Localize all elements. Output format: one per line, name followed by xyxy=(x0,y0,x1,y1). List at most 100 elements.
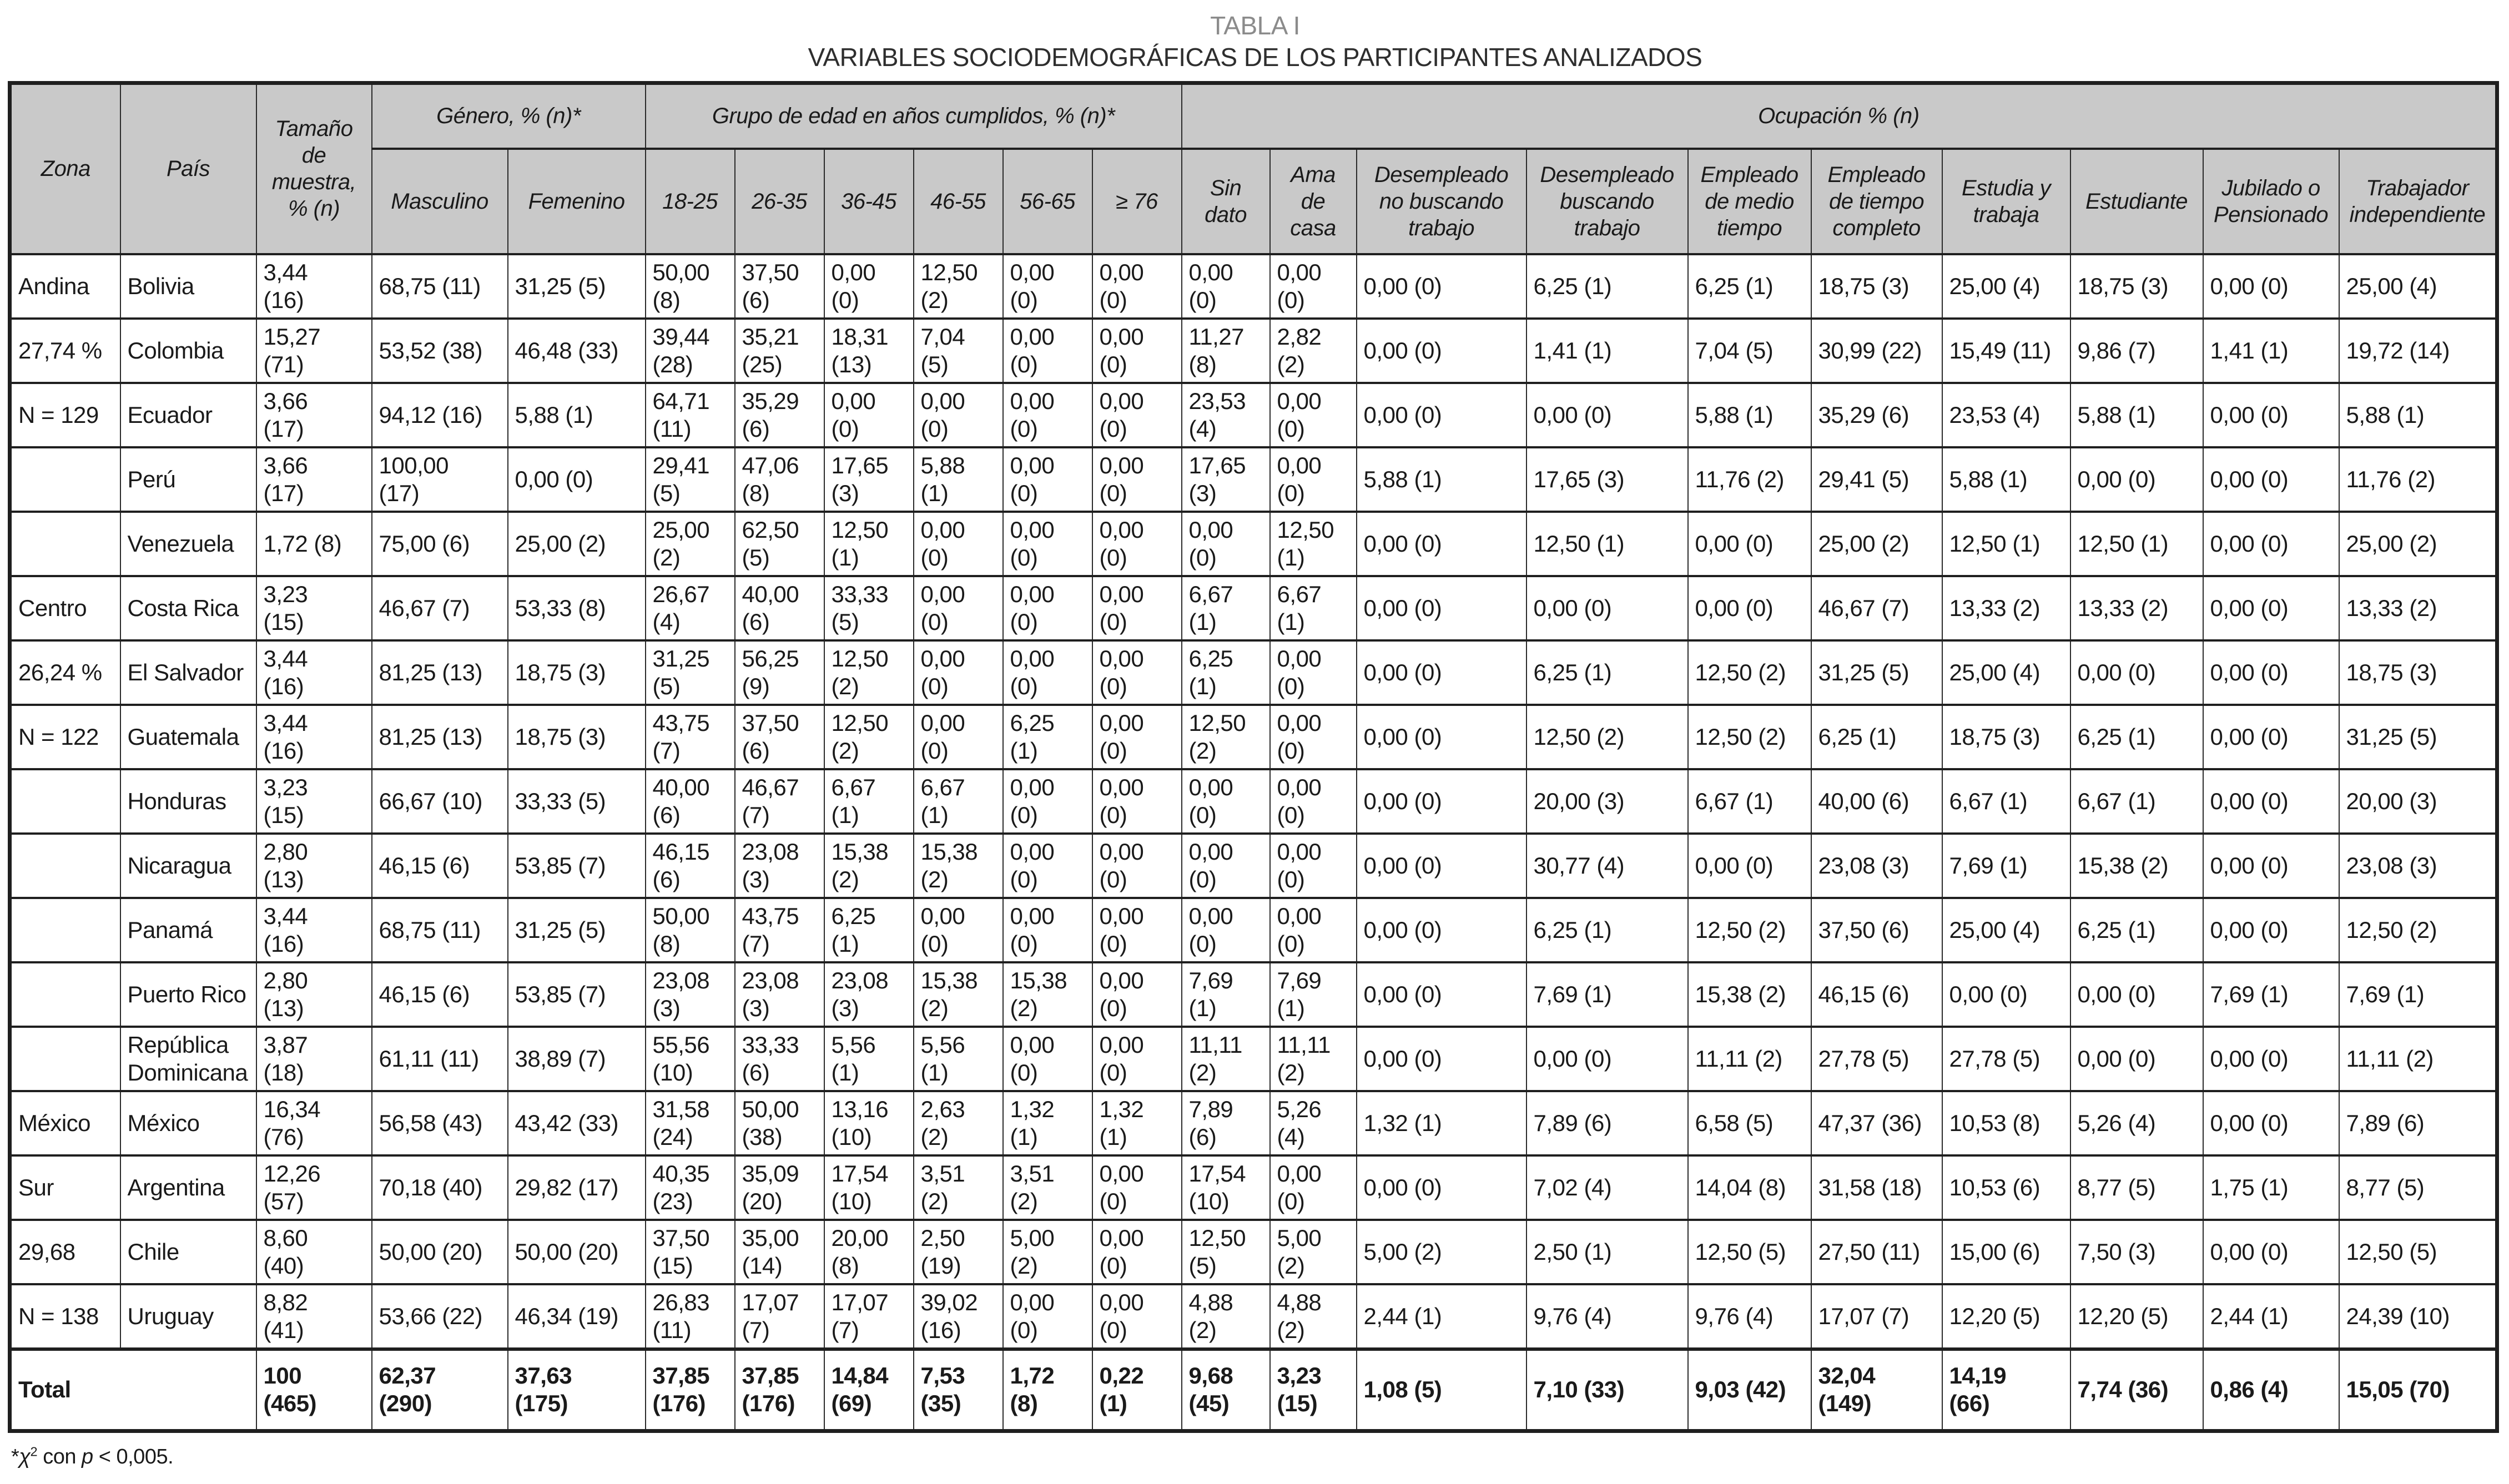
value-cell: 6,25 (1) xyxy=(823,896,914,963)
value-cell: 0,00 (0) xyxy=(1941,961,2071,1028)
value-cell: 29,82 (17) xyxy=(507,1154,646,1221)
total-value-cell: 0,86 (4) xyxy=(2202,1347,2340,1432)
value-cell: 0,00 (0) xyxy=(1002,381,1093,448)
value-cell: 12,50 (2) xyxy=(913,253,1004,320)
country-cell: Argentina xyxy=(119,1154,257,1221)
value-cell: 40,00 (6) xyxy=(644,768,735,835)
value-cell: 14,04 (8) xyxy=(1687,1154,1812,1221)
value-cell: 53,85 (7) xyxy=(507,832,646,899)
value-cell: 37,50 (15) xyxy=(644,1218,735,1285)
value-cell: 6,67 (1) xyxy=(1181,574,1271,642)
zone-cell xyxy=(9,768,121,835)
header-sin-dato: Sin dato xyxy=(1181,147,1271,255)
value-cell: 6,67 (1) xyxy=(1687,768,1812,835)
total-value-cell: 15,05 (70) xyxy=(2338,1347,2498,1432)
value-cell: 13,16 (10) xyxy=(823,1089,914,1157)
total-value-cell: 1,72 (8) xyxy=(1002,1347,1093,1432)
value-cell: 24,39 (10) xyxy=(2338,1283,2498,1350)
footnote-chi: χ xyxy=(19,1445,31,1468)
value-cell: 30,99 (22) xyxy=(1810,317,1943,384)
value-cell: 9,76 (4) xyxy=(1525,1283,1689,1350)
value-cell: 25,00 (2) xyxy=(644,510,735,577)
value-cell: 100,00 (17) xyxy=(371,446,508,513)
value-cell: 0,00 (0) xyxy=(1002,253,1093,320)
value-cell: 0,00 (0) xyxy=(913,510,1004,577)
value-cell: 0,00 (0) xyxy=(1002,639,1093,706)
value-cell: 0,00 (0) xyxy=(1091,1218,1182,1285)
value-cell: 35,29 (6) xyxy=(1810,381,1943,448)
value-cell: 75,00 (6) xyxy=(371,510,508,577)
value-cell: 0,00 (0) xyxy=(1356,1154,1527,1221)
value-cell: 5,88 (1) xyxy=(2338,381,2498,448)
value-cell: 0,00 (0) xyxy=(1002,832,1093,899)
table-row: Andina Bolivia 3,44 (16) 68,75 (11) 31,25 (5… xyxy=(9,253,2498,320)
value-cell: 31,58 (24) xyxy=(644,1089,735,1157)
value-cell: 47,06 (8) xyxy=(734,446,825,513)
value-cell: 0,00 (0) xyxy=(1356,896,1527,963)
value-cell: 31,25 (5) xyxy=(1810,639,1943,706)
country-cell: México xyxy=(119,1089,257,1157)
value-cell: 13,33 (2) xyxy=(2338,574,2498,642)
country-cell: Nicaragua xyxy=(119,832,257,899)
value-cell: 17,07 (7) xyxy=(734,1283,825,1350)
value-cell: 13,33 (2) xyxy=(2069,574,2204,642)
country-cell: Chile xyxy=(119,1218,257,1285)
value-cell: 0,00 (0) xyxy=(2202,1218,2340,1285)
value-cell: 40,35 (23) xyxy=(644,1154,735,1221)
table-row: Centro Costa Rica 3,23 (15) 46,67 (7) 53,33 … xyxy=(9,574,2498,642)
table-title: TABLA I VARIABLES SOCIODEMOGRÁFICAS DE L… xyxy=(8,10,2502,73)
value-cell: 0,00 (0) xyxy=(1091,446,1182,513)
value-cell: 46,67 (7) xyxy=(1810,574,1943,642)
value-cell: 17,54 (10) xyxy=(1181,1154,1271,1221)
value-cell: 6,25 (1) xyxy=(1525,639,1689,706)
value-cell: 0,00 (0) xyxy=(1525,1025,1689,1092)
value-cell: 17,65 (3) xyxy=(1525,446,1689,513)
value-cell: 25,00 (2) xyxy=(1810,510,1943,577)
footnote-star: * xyxy=(11,1445,19,1468)
zone-cell xyxy=(9,1025,121,1092)
value-cell: 13,33 (2) xyxy=(1941,574,2071,642)
value-cell: 19,72 (14) xyxy=(2338,317,2498,384)
value-cell: 12,50 (2) xyxy=(1687,896,1812,963)
value-cell: 46,15 (6) xyxy=(371,832,508,899)
value-cell: 61,11 (11) xyxy=(371,1025,508,1092)
zone-cell: N = 129 xyxy=(9,381,121,448)
value-cell: 5,00 (2) xyxy=(1269,1218,1357,1285)
zone-cell: Sur xyxy=(9,1154,121,1221)
table-row: Venezuela 1,72 (8) 75,00 (6) 25,00 (2) 25,00… xyxy=(9,510,2498,577)
value-cell: 0,00 (0) xyxy=(1356,703,1527,770)
value-cell: 26,67 (4) xyxy=(644,574,735,642)
value-cell: 0,00 (0) xyxy=(2202,639,2340,706)
value-cell: 0,00 (0) xyxy=(1181,510,1271,577)
value-cell: 20,00 (8) xyxy=(823,1218,914,1285)
value-cell: 11,11 (2) xyxy=(2338,1025,2498,1092)
value-cell: 0,00 (0) xyxy=(2069,1025,2204,1092)
table-row: 26,24 % El Salvador 3,44 (16) 81,25 (13) 18,… xyxy=(9,639,2498,706)
zone-cell xyxy=(9,961,121,1028)
header-group-edad: Grupo de edad en años cumplidos, % (n)* xyxy=(644,82,1182,150)
value-cell: 68,75 (11) xyxy=(371,253,508,320)
value-cell: 6,67 (1) xyxy=(2069,768,2204,835)
header-desempleado-no-buscando: Desempleado no buscando trabajo xyxy=(1356,147,1527,255)
value-cell: 18,75 (3) xyxy=(2338,639,2498,706)
value-cell: 12,50 (2) xyxy=(1687,639,1812,706)
value-cell: 3,87 (18) xyxy=(255,1025,372,1092)
value-cell: 0,00 (0) xyxy=(2202,510,2340,577)
value-cell: 0,00 (0) xyxy=(1687,574,1812,642)
value-cell: 3,51 (2) xyxy=(913,1154,1004,1221)
value-cell: 31,25 (5) xyxy=(507,896,646,963)
value-cell: 8,60 (40) xyxy=(255,1218,372,1285)
value-cell: 23,08 (3) xyxy=(2338,832,2498,899)
value-cell: 4,88 (2) xyxy=(1269,1283,1357,1350)
value-cell: 5,00 (2) xyxy=(1002,1218,1093,1285)
value-cell: 12,50 (5) xyxy=(1687,1218,1812,1285)
total-value-cell: 37,85 (176) xyxy=(734,1347,825,1432)
value-cell: 7,69 (1) xyxy=(1941,832,2071,899)
value-cell: 12,50 (1) xyxy=(1941,510,2071,577)
total-value-cell: 9,68 (45) xyxy=(1181,1347,1271,1432)
value-cell: 10,53 (8) xyxy=(1941,1089,2071,1157)
header-empleado-medio-tiempo: Empleado de medio tiempo xyxy=(1687,147,1812,255)
value-cell: 1,32 (1) xyxy=(1356,1089,1527,1157)
country-cell: República Dominicana xyxy=(119,1025,257,1092)
value-cell: 3,44 (16) xyxy=(255,703,372,770)
